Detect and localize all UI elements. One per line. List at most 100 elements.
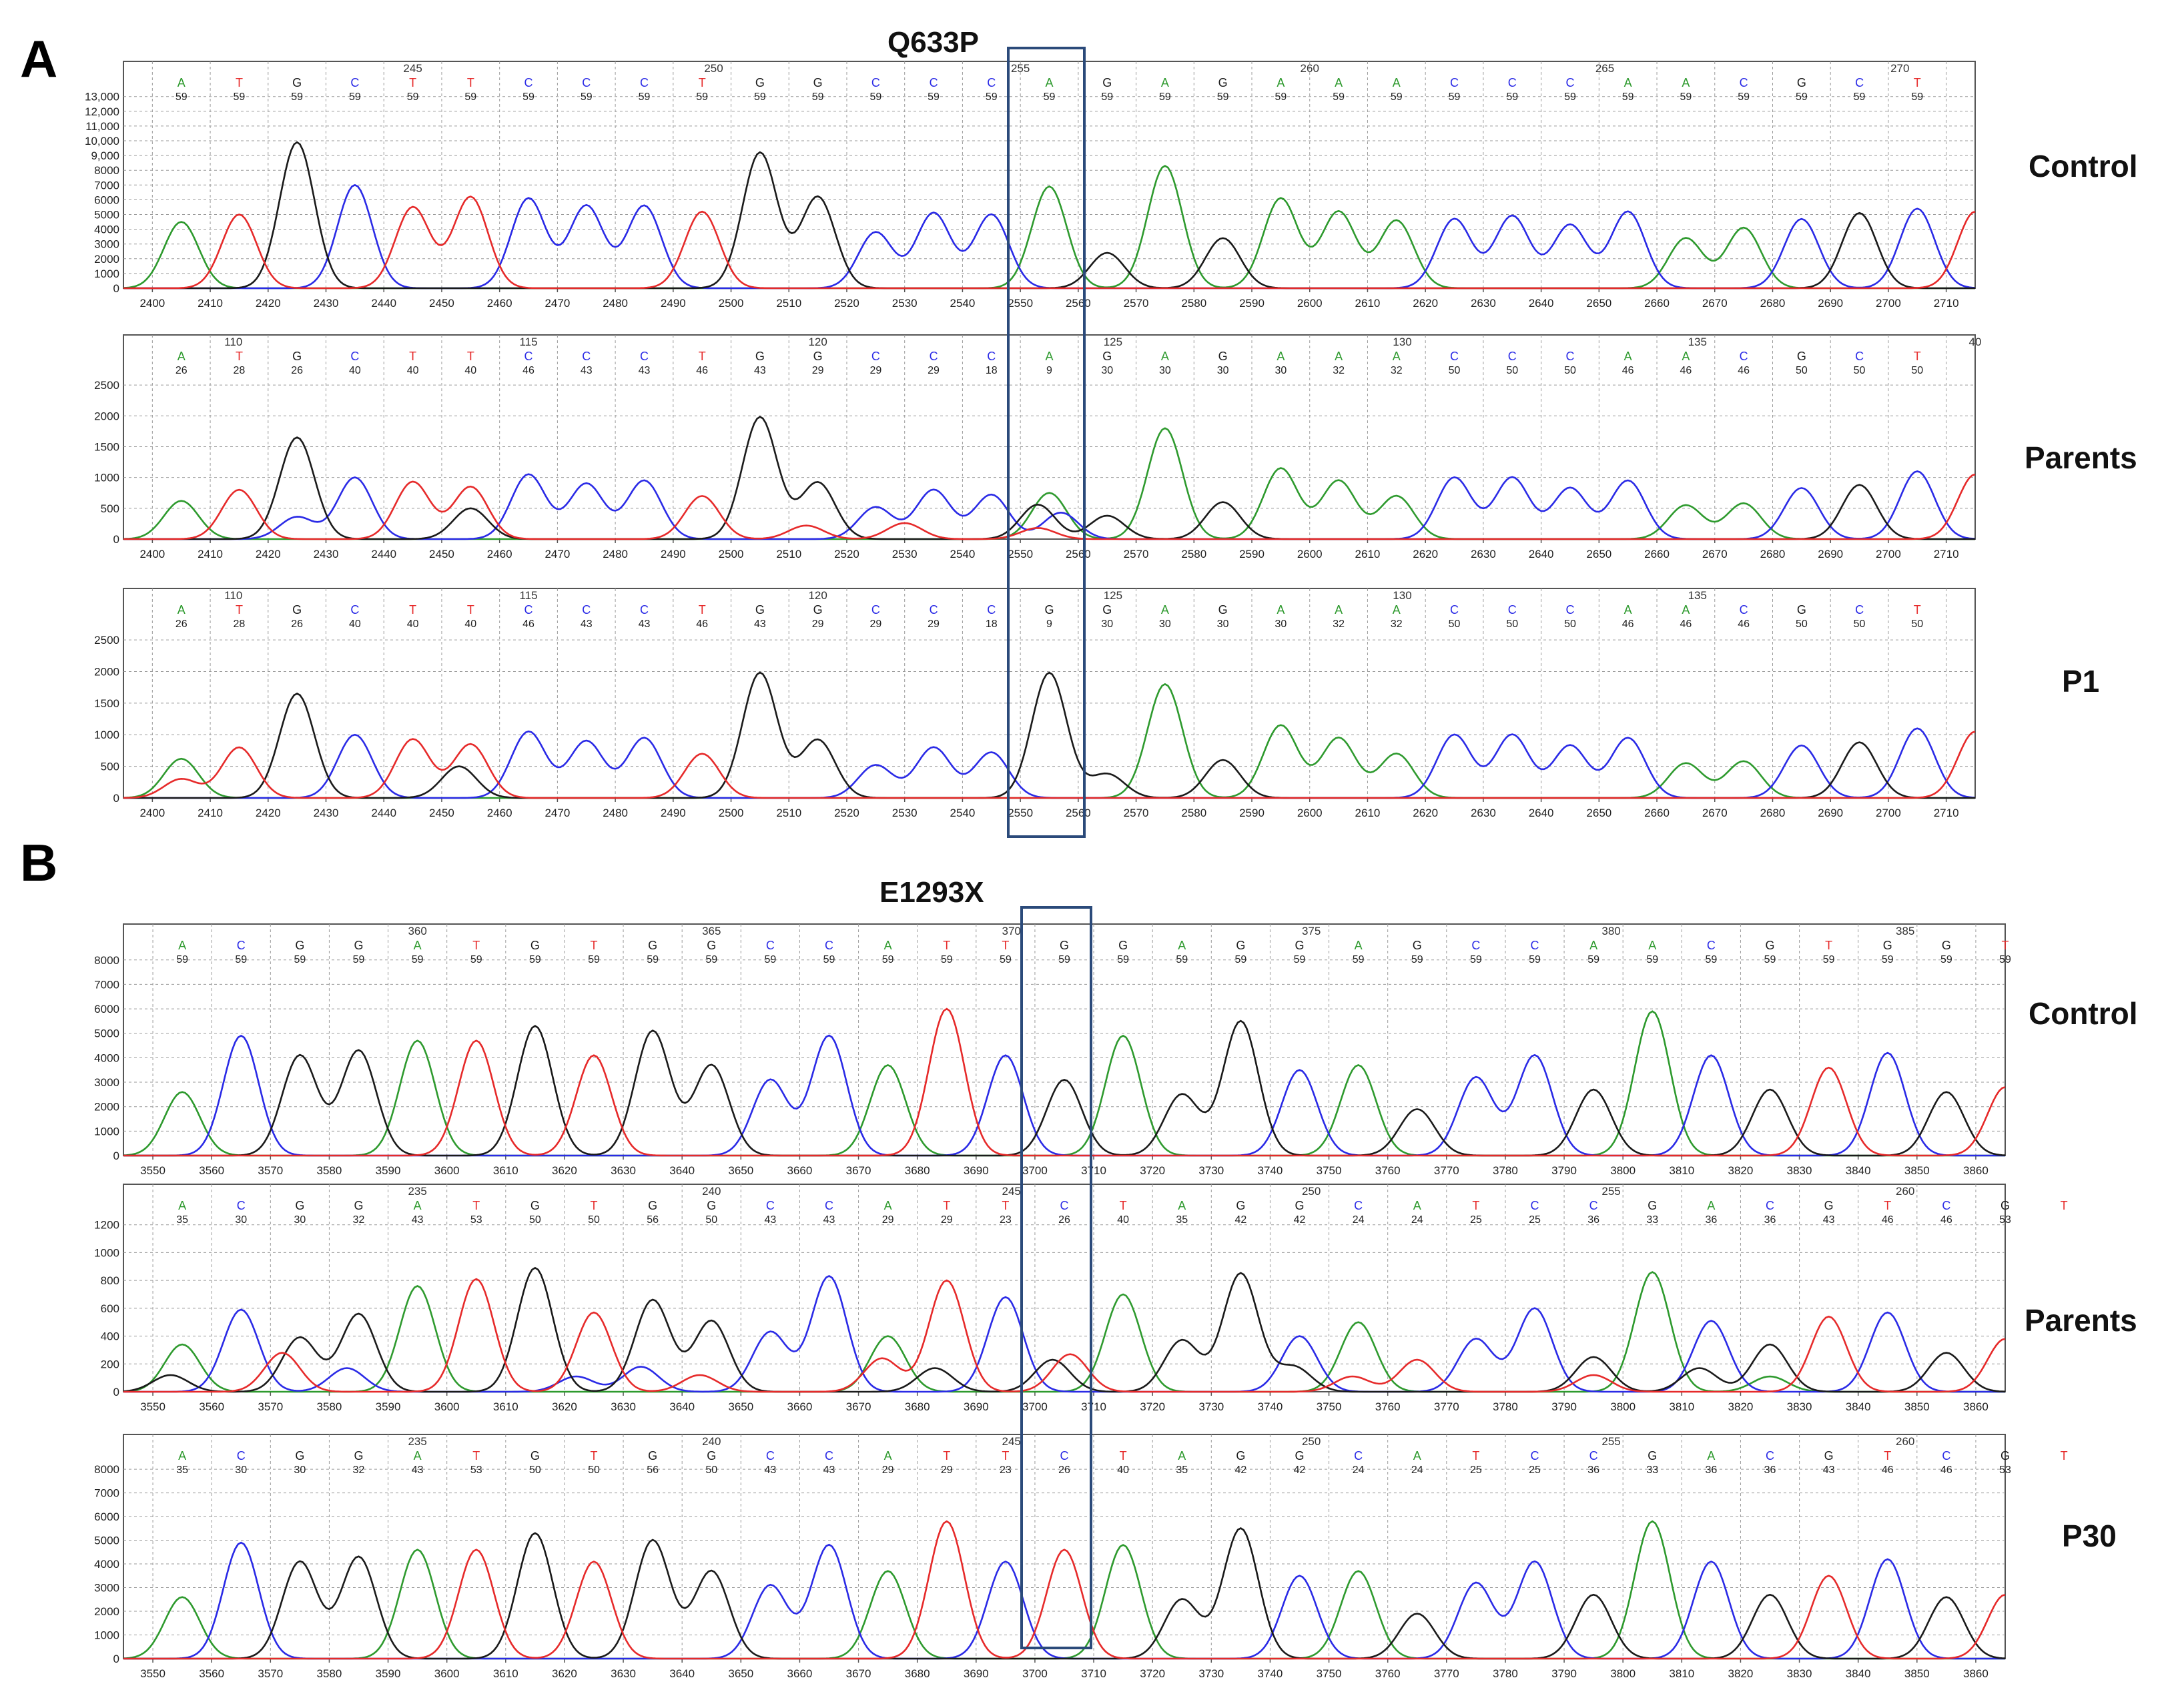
peak-marker — [1711, 1561, 1712, 1562]
base-call: A — [177, 603, 186, 616]
peak-marker — [1222, 760, 1223, 761]
base-call: C — [766, 939, 775, 952]
base-call: G — [2001, 1449, 2010, 1462]
quality-value: 36 — [1764, 1214, 1776, 1226]
quality-value: 28 — [234, 365, 246, 376]
x-tick-label: 3760 — [1375, 1164, 1401, 1177]
highlight-box-e1293x — [1020, 906, 1092, 1649]
base-call: G — [292, 76, 302, 89]
base-call: G — [1648, 1449, 1657, 1462]
base-call: A — [1161, 350, 1169, 363]
y-tick-label: 11,000 — [85, 120, 119, 133]
base-position-label: 110 — [224, 589, 242, 602]
x-tick-label: 3810 — [1669, 1400, 1694, 1413]
y-tick-label: 12,000 — [85, 105, 119, 118]
quality-value: 59 — [234, 91, 246, 103]
x-tick-label: 3700 — [1022, 1400, 1048, 1413]
x-tick-label: 3800 — [1610, 1667, 1636, 1680]
quality-value: 29 — [869, 618, 881, 630]
base-call: C — [1589, 1449, 1598, 1462]
base-call: A — [1277, 76, 1285, 89]
quality-value: 43 — [639, 365, 651, 376]
quality-value: 24 — [1411, 1214, 1423, 1226]
base-call: A — [1624, 76, 1632, 89]
base-call: T — [409, 76, 416, 89]
x-tick-label: 2570 — [1124, 807, 1149, 819]
base-call: A — [177, 350, 186, 363]
base-call: G — [530, 939, 540, 952]
y-tick-label: 0 — [113, 1150, 119, 1162]
x-tick-label: 2500 — [719, 807, 744, 819]
peak-marker — [1887, 1312, 1888, 1313]
base-call: A — [178, 1199, 186, 1212]
quality-value: 28 — [234, 618, 246, 630]
x-tick-label: 3680 — [905, 1400, 930, 1413]
base-call: G — [1295, 939, 1304, 952]
y-tick-label: 3000 — [94, 1582, 119, 1595]
base-call: C — [1740, 603, 1748, 616]
row-label-control-b: Control — [2029, 996, 2138, 1031]
peak-marker — [1627, 480, 1628, 481]
quality-value: 40 — [349, 618, 361, 630]
y-tick-label: 1000 — [94, 729, 119, 741]
quality-value: 29 — [928, 618, 940, 630]
quality-value: 59 — [175, 91, 188, 103]
x-tick-label: 3630 — [611, 1667, 636, 1680]
base-position-label: 120 — [808, 336, 827, 348]
peak-marker — [2005, 1087, 2006, 1088]
peak-marker — [297, 693, 298, 694]
x-tick-label: 2430 — [314, 807, 339, 819]
base-call: T — [591, 1199, 598, 1212]
x-tick-label: 2420 — [256, 807, 281, 819]
quality-value: 59 — [176, 954, 188, 965]
base-call: C — [825, 1199, 833, 1212]
quality-value: 40 — [464, 618, 476, 630]
quality-value: 59 — [1176, 954, 1188, 965]
base-call: G — [1824, 1449, 1834, 1462]
y-tick-label: 8000 — [94, 1463, 119, 1476]
x-tick-label: 3680 — [905, 1667, 930, 1680]
base-call: A — [1413, 1199, 1421, 1212]
quality-value: 59 — [882, 954, 894, 965]
quality-value: 59 — [1564, 91, 1576, 103]
x-tick-label: 3550 — [140, 1667, 165, 1680]
x-tick-label: 2630 — [1471, 548, 1496, 560]
quality-value: 46 — [1680, 618, 1692, 630]
quality-value: 59 — [941, 954, 953, 965]
base-call: A — [177, 76, 186, 89]
base-position-label: 110 — [224, 336, 242, 348]
base-call: A — [1161, 603, 1169, 616]
base-call: G — [1942, 939, 1951, 952]
base-call: A — [1277, 350, 1285, 363]
quality-value: 59 — [235, 954, 247, 965]
x-tick-label: 3660 — [787, 1400, 813, 1413]
x-tick-label: 2400 — [139, 297, 165, 310]
base-call: C — [1589, 1199, 1598, 1212]
base-call: G — [1060, 939, 1069, 952]
quality-value: 59 — [705, 954, 717, 965]
base-call: T — [2002, 939, 2009, 952]
y-tick-label: 7000 — [94, 179, 119, 191]
base-call: C — [1942, 1449, 1950, 1462]
quality-value: 30 — [294, 1464, 306, 1476]
base-call: A — [1045, 350, 1053, 363]
peak-marker — [759, 152, 760, 153]
highlight-box-q633p — [1007, 47, 1086, 838]
base-position-label: 380 — [1601, 925, 1620, 937]
y-tick-label: 10,000 — [85, 135, 119, 147]
row-label-p30: P30 — [2062, 1519, 2117, 1553]
quality-value: 43 — [639, 618, 651, 630]
quality-value: 59 — [522, 91, 534, 103]
x-tick-label: 3740 — [1258, 1164, 1283, 1177]
base-call: C — [640, 350, 649, 363]
quality-value: 46 — [522, 618, 534, 630]
peak-marker — [1107, 515, 1108, 516]
quality-value: 50 — [1854, 618, 1866, 630]
peak-marker — [1512, 477, 1513, 478]
base-call: T — [472, 1449, 480, 1462]
quality-value: 29 — [812, 618, 824, 630]
peak-marker — [1711, 1320, 1712, 1321]
x-tick-label: 2680 — [1760, 807, 1786, 819]
x-tick-label: 2480 — [603, 807, 628, 819]
quality-value: 25 — [1470, 1214, 1482, 1226]
